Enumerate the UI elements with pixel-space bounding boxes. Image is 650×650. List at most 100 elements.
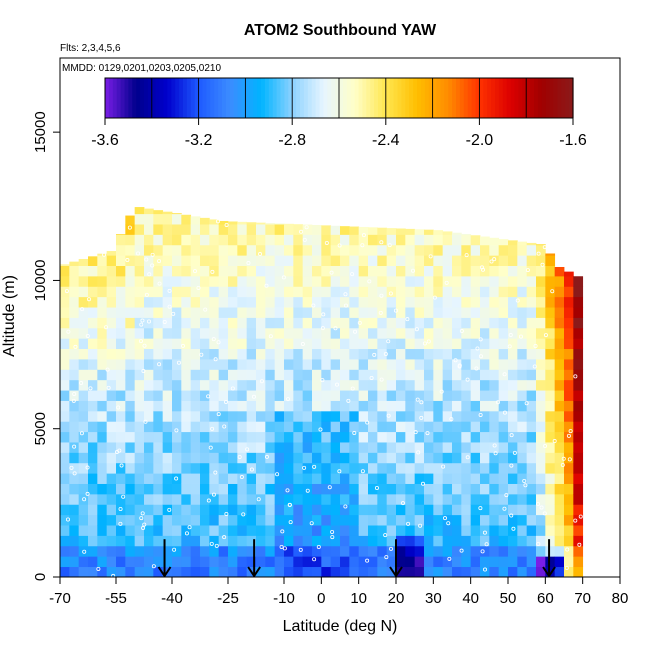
heatmap-cell (200, 359, 210, 370)
heatmap-cell (97, 535, 108, 547)
heatmap-cell (209, 545, 220, 557)
heatmap-cell (414, 255, 425, 266)
heatmap-cell (134, 400, 145, 412)
heatmap-cell (246, 556, 257, 568)
sample-marker (480, 267, 485, 272)
heatmap-cell (256, 327, 266, 339)
heatmap-cell (312, 504, 322, 516)
heatmap-cell (144, 338, 154, 350)
heatmap-cell (433, 348, 444, 360)
heatmap-cell (489, 556, 500, 568)
heatmap-cell (573, 452, 584, 464)
heatmap-cell (424, 379, 434, 391)
heatmap-cell (349, 369, 360, 381)
heatmap-cell (60, 556, 70, 568)
heatmap-cell (88, 256, 98, 266)
heatmap-cell (293, 535, 304, 547)
colorbar-tick-label: -2.4 (372, 132, 400, 149)
heatmap-cell (321, 317, 332, 329)
heatmap-cell (134, 359, 145, 370)
heatmap-cell (480, 275, 490, 287)
heatmap-cell (60, 431, 70, 443)
heatmap-cell (433, 493, 444, 505)
heatmap-cell (153, 566, 164, 577)
sample-marker (157, 362, 162, 367)
heatmap-cell (60, 535, 70, 547)
heatmap-cell (218, 224, 229, 235)
heatmap-cell (181, 338, 192, 350)
heatmap-cell (517, 421, 528, 433)
heatmap-cell (284, 286, 294, 298)
heatmap-cell (97, 462, 108, 474)
heatmap-cell (284, 525, 294, 536)
colorbar-swatch (440, 78, 445, 118)
colorbar-swatch (327, 78, 332, 118)
heatmap-cell (554, 473, 565, 484)
sample-marker (237, 454, 242, 459)
colorbar-swatch (362, 78, 367, 118)
heatmap-cell (554, 504, 565, 516)
heatmap-cell (293, 338, 304, 350)
heatmap-cell (573, 483, 584, 495)
heatmap-cell (134, 207, 145, 215)
heatmap-cell (181, 545, 192, 557)
sample-marker (475, 346, 480, 351)
heatmap-cell (116, 400, 126, 412)
heatmap-cell (554, 400, 565, 412)
heatmap-cell (265, 390, 276, 401)
heatmap-cell (470, 338, 481, 350)
sample-marker (360, 243, 365, 248)
heatmap-cell (358, 338, 369, 350)
heatmap-cell (480, 410, 490, 422)
heatmap-cell (396, 514, 406, 526)
heatmap-cell (144, 442, 154, 453)
heatmap-cell (284, 327, 294, 339)
heatmap-cell (88, 410, 98, 422)
dates-subtitle: MMDD: 0129,0201,0203,0205,0210 (62, 63, 221, 74)
heatmap-cell (452, 504, 462, 516)
heatmap-cell (190, 462, 201, 474)
heatmap-cell (312, 514, 322, 526)
sample-marker (536, 541, 541, 546)
sample-marker (405, 317, 410, 322)
sample-marker (286, 397, 291, 402)
sample-marker (264, 454, 269, 459)
heatmap-cell (284, 369, 294, 381)
heatmap-cell (125, 327, 136, 339)
heatmap-cell (162, 493, 173, 505)
heatmap-cell (377, 431, 388, 443)
heatmap-cell (97, 525, 108, 536)
heatmap-cell (172, 379, 182, 391)
heatmap-cell (461, 462, 472, 474)
heatmap-cell (293, 224, 304, 235)
heatmap-cell (340, 317, 350, 329)
heatmap-cell (452, 400, 462, 412)
heatmap-cell (274, 410, 285, 422)
heatmap-cell (106, 452, 117, 464)
heatmap-cell (293, 390, 304, 401)
heatmap-cell (536, 317, 546, 329)
heatmap-cell (78, 317, 89, 329)
heatmap-cell (162, 211, 173, 215)
heatmap-cell (265, 535, 276, 547)
heatmap-cell (144, 327, 154, 339)
heatmap-cell (106, 493, 117, 505)
heatmap-cell (480, 317, 490, 329)
heatmap-cell (573, 545, 584, 557)
sample-marker (144, 257, 149, 262)
heatmap-cell (489, 535, 500, 547)
sample-marker (386, 413, 391, 418)
sample-marker (150, 263, 155, 268)
heatmap-cell (274, 275, 285, 287)
sample-marker (523, 483, 528, 488)
heatmap-cell (396, 483, 406, 495)
heatmap-cell (312, 286, 322, 298)
heatmap-cell (78, 307, 89, 318)
heatmap-cell (405, 535, 416, 547)
heatmap-cell (69, 504, 80, 516)
heatmap-cell (246, 410, 257, 422)
heatmap-cell (181, 390, 192, 401)
sample-marker (151, 564, 156, 569)
heatmap-cell (480, 504, 490, 516)
heatmap-cell (377, 452, 388, 464)
